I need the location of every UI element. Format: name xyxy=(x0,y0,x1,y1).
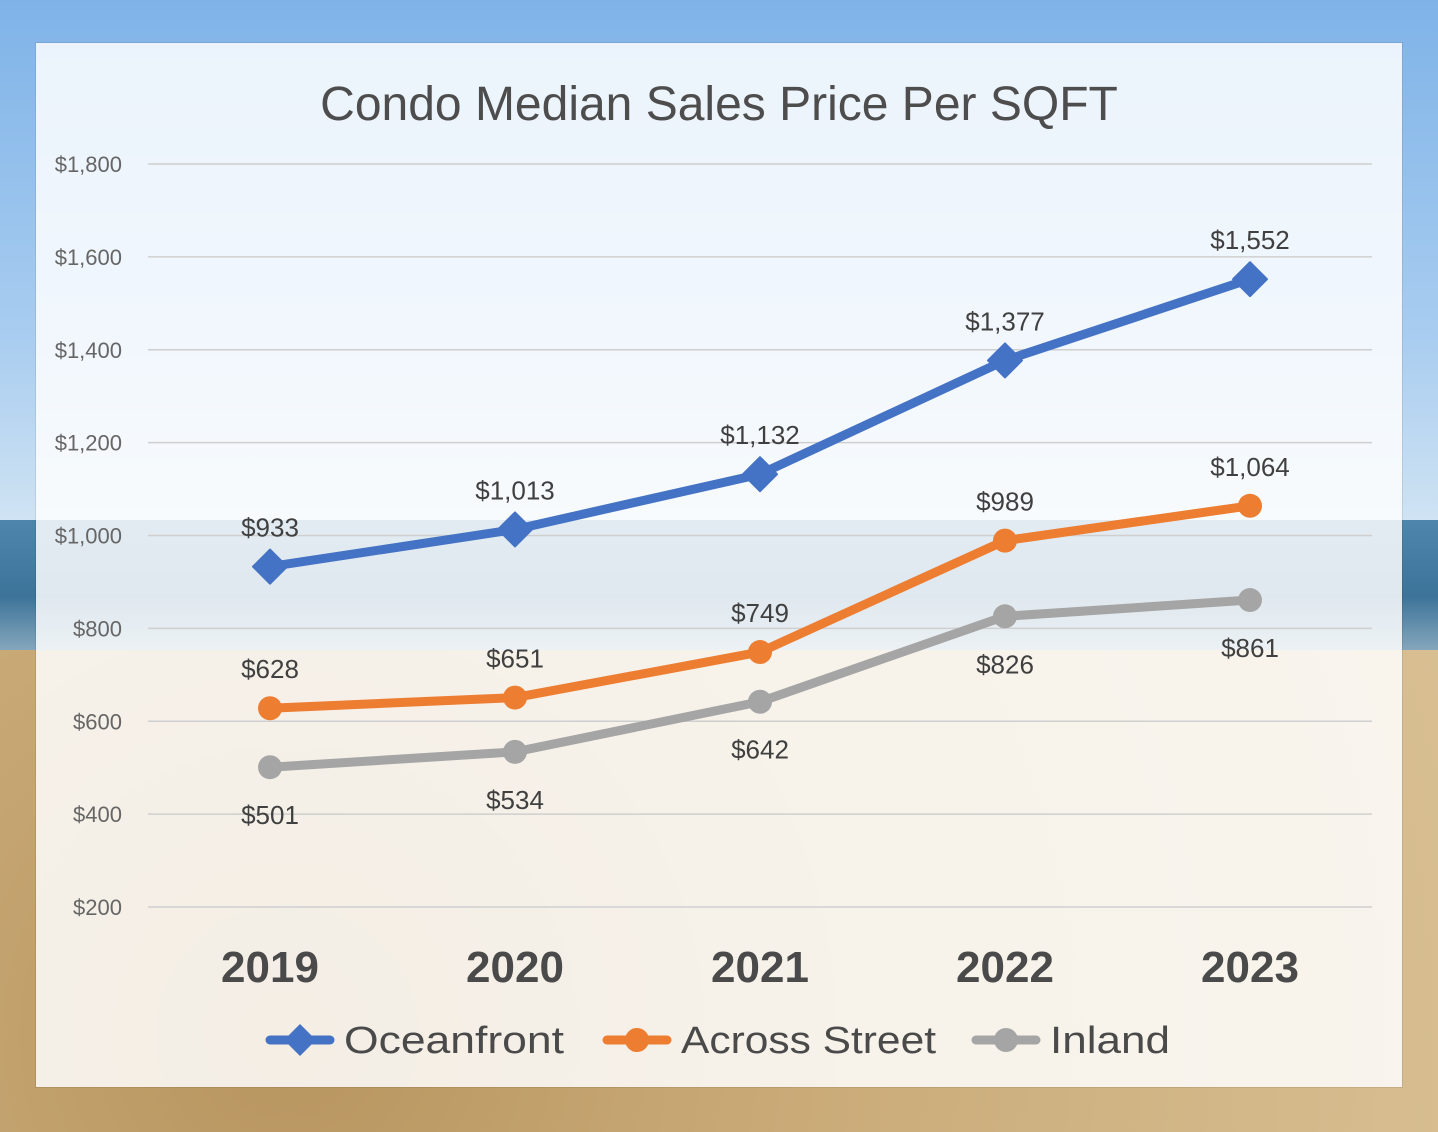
legend-item-inland: Inland xyxy=(971,1020,1170,1062)
data-point xyxy=(1232,261,1268,298)
data-label: $1,013 xyxy=(475,475,555,505)
data-point xyxy=(252,548,288,585)
y-axis: $200 $400 $600 $800 $1,000 $1,200 $1,400 $1,600… xyxy=(55,152,122,920)
data-label: $1,552 xyxy=(1210,225,1290,255)
y-tick-label: $800 xyxy=(73,616,122,641)
series-oceanfront: $933 $1,013 $1,132 $1,377 $1,552 xyxy=(241,225,1290,585)
x-tick-label: 2021 xyxy=(711,943,809,992)
legend-marker xyxy=(284,1024,316,1056)
data-label: $628 xyxy=(241,654,299,684)
series-across-street: $628 $651 $749 $989 $1,064 xyxy=(241,452,1290,721)
data-label: $989 xyxy=(976,487,1034,517)
y-tick-label: $1,400 xyxy=(55,338,122,363)
legend-item-across-street: Across Street xyxy=(602,1020,936,1062)
data-point xyxy=(503,685,527,710)
y-tick-label: $1,800 xyxy=(55,152,122,177)
data-point xyxy=(993,604,1017,629)
data-label: $1,377 xyxy=(965,306,1045,336)
series-inland: $501 $534 $642 $826 $861 xyxy=(241,588,1279,830)
data-label: $1,132 xyxy=(720,420,800,450)
data-label: $1,064 xyxy=(1210,452,1290,482)
data-label: $534 xyxy=(486,785,544,815)
data-point xyxy=(742,456,778,493)
data-label: $933 xyxy=(241,513,299,543)
series-group: $933 $1,013 $1,132 $1,377 $1,552 $628 $651 $749… xyxy=(241,225,1290,830)
legend-label: Across Street xyxy=(681,1020,936,1062)
data-point xyxy=(748,640,772,665)
x-tick-label: 2023 xyxy=(1201,943,1299,992)
data-point xyxy=(258,696,282,721)
data-label: $642 xyxy=(731,735,789,765)
data-point xyxy=(1238,493,1262,518)
data-point xyxy=(258,755,282,780)
legend-marker xyxy=(625,1028,649,1052)
x-tick-label: 2020 xyxy=(466,943,564,992)
legend: Oceanfront Across Street Inland xyxy=(265,1020,1170,1062)
legend-label: Oceanfront xyxy=(344,1020,565,1062)
y-tick-label: $1,000 xyxy=(55,524,122,549)
y-tick-label: $200 xyxy=(73,895,122,920)
x-tick-label: 2019 xyxy=(221,943,319,992)
x-tick-label: 2022 xyxy=(956,943,1054,992)
chart-title: Condo Median Sales Price Per SQFT xyxy=(320,78,1118,131)
legend-label: Inland xyxy=(1050,1020,1170,1062)
y-tick-label: $1,600 xyxy=(55,245,122,270)
data-label: $651 xyxy=(486,644,544,674)
data-point xyxy=(503,739,527,764)
data-label: $501 xyxy=(241,800,299,830)
data-label: $749 xyxy=(731,598,789,628)
y-tick-label: $600 xyxy=(73,709,122,734)
legend-item-oceanfront: Oceanfront xyxy=(265,1020,565,1062)
y-tick-label: $400 xyxy=(73,802,122,827)
grid-lines xyxy=(148,163,1372,908)
data-label: $861 xyxy=(1221,633,1279,663)
data-point xyxy=(748,689,772,714)
x-axis: 2019 2020 2021 2022 2023 xyxy=(221,943,1299,992)
data-point xyxy=(497,511,533,548)
data-point xyxy=(987,342,1023,379)
data-label: $826 xyxy=(976,649,1034,679)
data-point xyxy=(993,528,1017,553)
data-point xyxy=(1238,588,1262,613)
legend-marker xyxy=(994,1028,1018,1052)
y-tick-label: $1,200 xyxy=(55,431,122,456)
